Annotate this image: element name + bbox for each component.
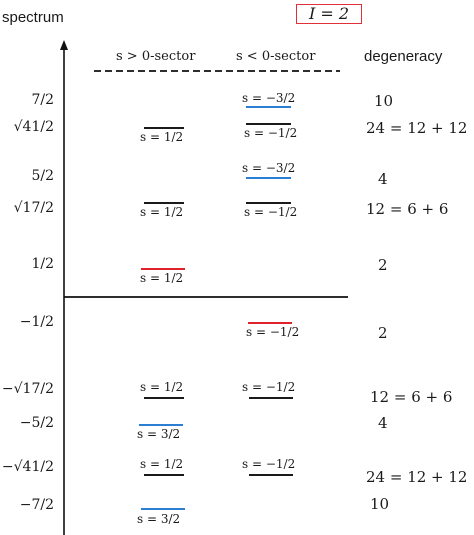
s-label-r9-pos: s = 1/2: [140, 457, 184, 471]
degeneracy-row-10: 10: [370, 495, 390, 513]
s-label-r4-pos: s = 1/2: [140, 205, 184, 219]
level-r9-pos: [144, 474, 184, 476]
spectrum-label: spectrum: [2, 9, 64, 26]
s-label-r8-pos: s = 3/2: [137, 427, 181, 441]
s-label-r9-neg: s = −1/2: [242, 457, 296, 471]
y-label-7-2: 7/2: [31, 92, 54, 108]
level-r3-neg-blue: [246, 177, 291, 179]
level-r6-neg-red: [248, 322, 292, 324]
degeneracy-row-4: 12 = 6 + 6: [366, 200, 449, 218]
y-label-sqrt41-2: √41/2: [13, 119, 54, 135]
level-r7-pos: [144, 397, 184, 399]
vertical-axis-arrowhead: [60, 40, 68, 50]
y-label-neg-7-2: −7/2: [19, 497, 54, 513]
degeneracy-row-7: 12 = 6 + 6: [370, 388, 453, 406]
s-label-r2-pos: s = 1/2: [140, 130, 184, 144]
y-label-neg-5-2: −5/2: [19, 415, 54, 431]
y-label-sqrt17-2: √17/2: [13, 200, 54, 216]
s-label-r1-neg: s = −3/2: [242, 91, 296, 105]
degeneracy-row-2: 24 = 12 + 12: [366, 119, 468, 137]
level-r2-pos: [144, 127, 184, 129]
sector-negative-header: s < 0-sector: [236, 49, 316, 64]
y-label-neg-sqrt17-2: −√17/2: [1, 381, 54, 397]
level-r10-pos-blue: [141, 508, 185, 510]
level-r4-pos: [144, 202, 184, 204]
level-r1-neg-blue: [246, 106, 291, 108]
level-r7-neg: [249, 397, 293, 399]
s-label-r5-pos: s = 1/2: [140, 271, 184, 285]
degeneracy-row-6: 2: [378, 324, 388, 342]
degeneracy-row-8: 4: [378, 414, 388, 432]
level-r5-pos-red: [141, 268, 185, 270]
s-label-r4-neg: s = −1/2: [244, 205, 298, 219]
s-label-r7-neg: s = −1/2: [242, 380, 296, 394]
y-label-5-2: 5/2: [31, 168, 54, 184]
s-label-r7-pos: s = 1/2: [140, 380, 184, 394]
degeneracy-row-9: 24 = 12 + 12: [366, 468, 468, 486]
degeneracy-label: degeneracy: [364, 48, 443, 65]
level-r8-pos-blue: [139, 424, 183, 426]
y-label-neg-sqrt41-2: −√41/2: [1, 459, 54, 475]
s-label-r2-neg: s = −1/2: [244, 126, 298, 140]
level-r4-neg: [246, 202, 291, 204]
s-label-r3-neg: s = −3/2: [242, 161, 296, 175]
level-r2-neg: [246, 123, 291, 125]
level-r9-neg: [249, 474, 293, 476]
s-label-r10-pos: s = 3/2: [137, 512, 181, 526]
degeneracy-row-5: 2: [378, 256, 388, 274]
sector-positive-header: s > 0-sector: [116, 49, 196, 64]
degeneracy-row-1: 10: [374, 92, 394, 110]
i-value-box: I = 2: [296, 4, 362, 24]
y-label-1-2: 1/2: [31, 256, 54, 272]
y-label-neg-1-2: −1/2: [19, 314, 54, 330]
degeneracy-row-3: 4: [378, 170, 388, 188]
s-label-r6-neg: s = −1/2: [246, 325, 300, 339]
